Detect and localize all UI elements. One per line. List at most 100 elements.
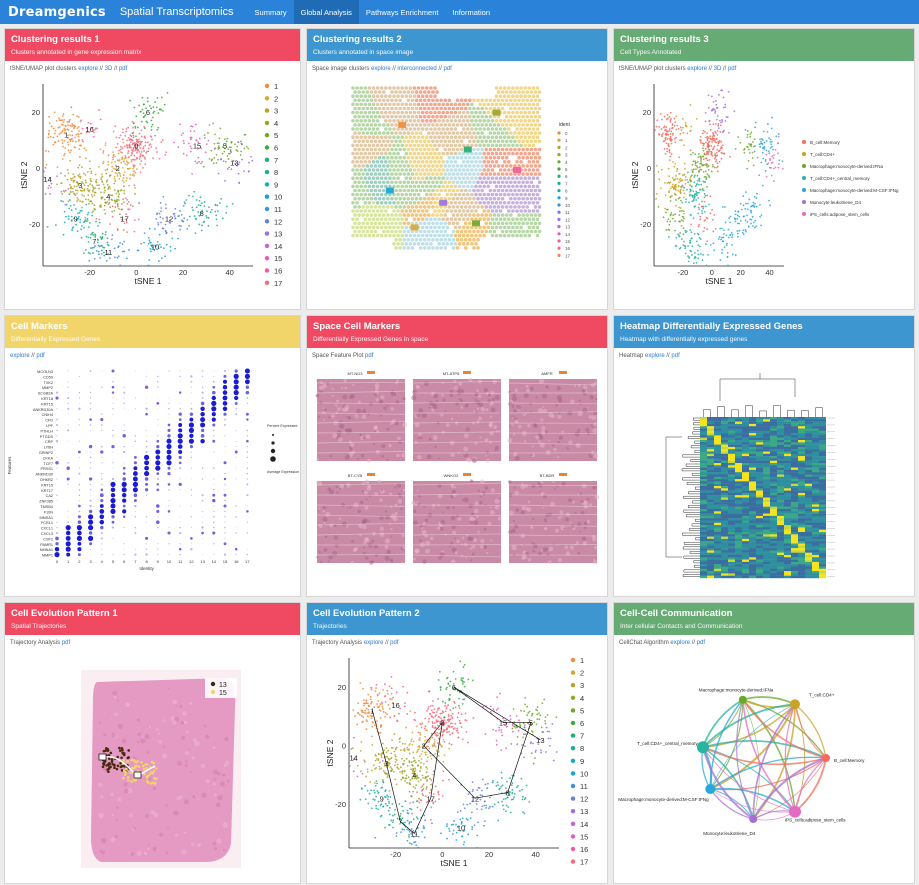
dot-marker	[56, 467, 58, 469]
y-axis-label: tSNE 2	[630, 161, 640, 188]
plot-area[interactable]: Macrophage:monocyte-derived:IFNa T_cell:C…	[614, 648, 914, 883]
nav-link-pathways-enrichment[interactable]: Pathways Enrichment	[365, 7, 439, 17]
legend-swatch	[264, 96, 270, 101]
dot-marker	[101, 456, 103, 458]
dot-marker	[179, 543, 181, 545]
dot-marker	[100, 418, 104, 422]
brand-logo[interactable]: Dreamgenics	[8, 4, 106, 20]
legend-label: 8	[580, 744, 584, 753]
cluster-annotation: 5	[223, 142, 227, 151]
link-explore[interactable]: explore	[371, 66, 391, 73]
dot-marker	[156, 472, 160, 475]
dot-marker	[246, 446, 248, 448]
link-explore[interactable]: explore	[645, 353, 665, 360]
dot-marker	[55, 542, 59, 546]
cluster-annotation: 3	[78, 181, 82, 190]
legend-label: 7	[565, 181, 568, 186]
nav-link-global-analysis[interactable]: Global Analysis	[293, 0, 359, 24]
dot-marker	[201, 386, 204, 388]
dot-marker	[144, 488, 149, 492]
nav-link-summary[interactable]: Summary	[254, 7, 287, 17]
dot-marker	[99, 493, 104, 498]
dot-marker	[200, 406, 205, 411]
cell-type-node[interactable]	[790, 699, 800, 710]
plot-area[interactable]: -20 0 20 40 20 0 -20 tSNE 1 tSNE 2 0 1 2 3 4 5 6 7 8 9 10 11…	[5, 74, 300, 309]
cluster-marker	[513, 167, 521, 173]
plot-area[interactable]	[614, 361, 914, 596]
dot-marker	[223, 374, 227, 378]
link-pdf[interactable]: pdf	[365, 353, 374, 360]
link-pdf[interactable]: pdf	[61, 640, 71, 647]
legend-swatch	[557, 217, 561, 221]
dot-marker	[211, 400, 217, 406]
plot-area[interactable]: -20 0 20 40 20 0 -20 tSNE 1 tSNE 2 B_cell:Memory T…	[614, 74, 914, 309]
dot-marker	[76, 525, 82, 531]
dot-marker	[89, 408, 92, 410]
plot-area[interactable]: 13 15	[5, 648, 300, 883]
dot-marker	[65, 535, 71, 541]
cluster-annotation: 10	[151, 242, 159, 251]
link-explore[interactable]: explore	[687, 66, 707, 73]
cell-type-node[interactable]	[738, 695, 747, 704]
link-pdf[interactable]: pdf	[118, 66, 128, 73]
plot-area[interactable]: ident 0 1 2 3 4 5 6 7 8 9 10 11 12 13 14 15 16 17	[307, 74, 607, 309]
feature-title: AMFR	[541, 371, 552, 376]
dot-marker	[78, 440, 80, 442]
dot-marker	[212, 380, 215, 383]
plot-area[interactable]: MCOLN3 CD59 TXK2 MMP2 SCGB2A KRT18 KRT15 ANKRD3…	[5, 361, 300, 596]
link-pdf[interactable]: pdf	[671, 353, 680, 360]
link-pdf[interactable]: pdf	[36, 353, 45, 360]
cell-type-node[interactable]	[822, 754, 830, 762]
link-pdf[interactable]: pdf	[443, 66, 452, 73]
link-explore[interactable]: explore	[78, 66, 98, 73]
link-explore[interactable]: explore	[670, 640, 691, 647]
dot-marker	[212, 423, 216, 427]
cell-type-node[interactable]	[789, 805, 801, 818]
plot-area[interactable]: -20 0 20 40 20 0 -20 tSNE 1 tSNE 2 0 1 2 3 4 5 6 7 8 9 10 11…	[307, 648, 607, 883]
plot-area[interactable]: MT-ND3 MT-ATP8 AMFR BT-CYB WNKO2 BT-BDR	[307, 361, 607, 596]
link-pdf[interactable]: pdf	[696, 640, 706, 647]
feature-scale-bar	[367, 473, 375, 476]
dot-marker	[213, 483, 215, 485]
x-axis-label: tSNE 1	[441, 858, 468, 868]
dot-marker	[110, 481, 116, 487]
legend-swatch	[264, 108, 270, 113]
legend-label: T_cell:CD4+	[810, 152, 835, 157]
cell-type-node[interactable]	[696, 741, 709, 754]
x-tick-label: 20	[179, 268, 187, 277]
cell-type-node[interactable]	[749, 815, 758, 824]
dot-marker	[178, 482, 182, 487]
dot-marker	[67, 440, 69, 442]
dot-marker	[122, 493, 127, 498]
dot-marker	[78, 504, 81, 508]
dot-marker	[88, 519, 94, 525]
link-separator: //	[97, 66, 105, 73]
cell-type-node[interactable]	[705, 784, 716, 794]
dot-marker	[112, 554, 114, 556]
gene-label: FCRL1	[41, 521, 53, 525]
link-pdf[interactable]: pdf	[727, 66, 737, 73]
dot-marker	[179, 478, 181, 480]
dot-marker	[78, 510, 81, 513]
link-3d[interactable]: 3D	[713, 66, 722, 73]
link-pdf[interactable]: pdf	[390, 640, 399, 647]
link-explore[interactable]: explore	[363, 640, 384, 647]
dot-marker	[78, 483, 81, 486]
gene-label: GRINP2	[39, 451, 53, 455]
x-axis-label: Identity	[139, 566, 154, 571]
card-title: Clustering results 1	[11, 34, 100, 45]
dot-marker	[177, 444, 183, 449]
nav-link-information[interactable]: Information	[452, 7, 490, 17]
dot-marker	[123, 548, 125, 550]
dot-marker	[67, 424, 69, 426]
ident-tick: 7	[134, 559, 137, 564]
card-header: Space Cell Markers Differentially Express…	[307, 316, 607, 349]
link-3d[interactable]: 3D	[104, 66, 113, 73]
cluster-annotation: 15	[499, 718, 507, 727]
link-interconnected[interactable]: interconnected	[397, 66, 437, 73]
tissue-texture	[411, 479, 502, 564]
x-axis-label: tSNE 1	[135, 276, 162, 286]
link-explore[interactable]: explore	[10, 353, 30, 360]
